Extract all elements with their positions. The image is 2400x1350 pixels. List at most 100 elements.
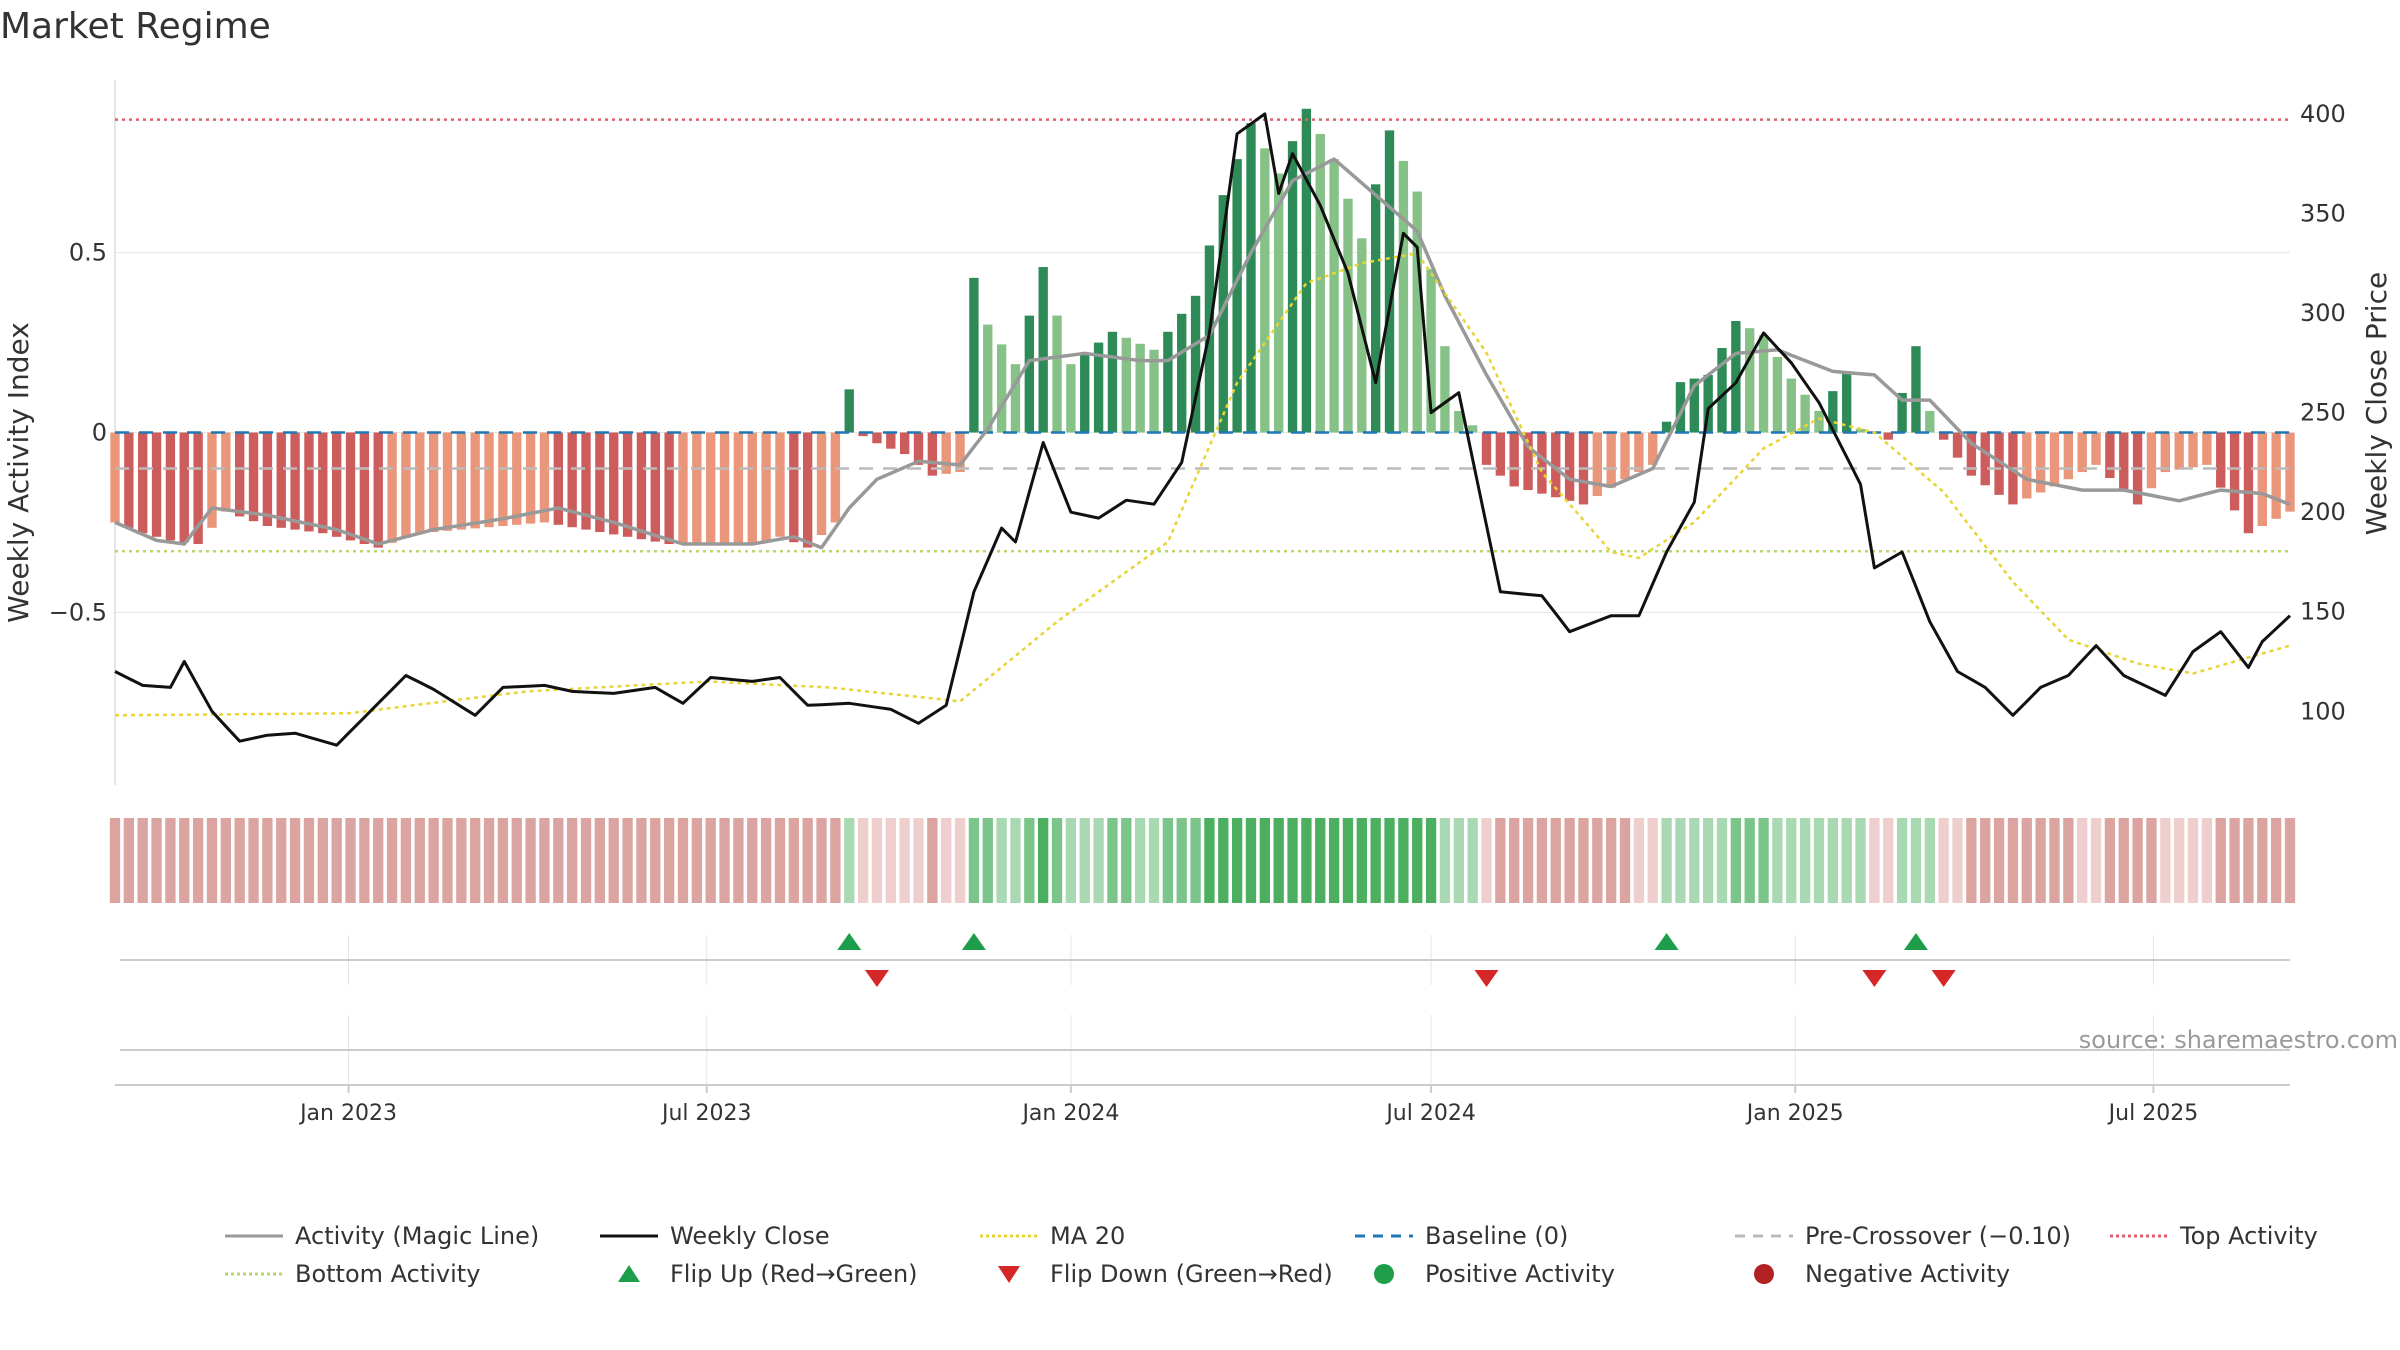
regime-ribbon-cell: [123, 818, 135, 903]
regime-ribbon-cell: [2049, 818, 2060, 903]
activity-bar: [1010, 364, 1021, 433]
activity-bar: [2035, 432, 2046, 493]
regime-ribbon-cell: [1218, 818, 1229, 903]
activity-bar: [1080, 353, 1090, 433]
regime-ribbon-cell: [179, 818, 190, 903]
activity-bar: [1066, 364, 1076, 433]
activity-bar: [2229, 432, 2240, 511]
regime-ribbon-cell: [414, 818, 425, 903]
legend-item-flip-up-red-green-swatch: [618, 1265, 640, 1282]
regime-ribbon-cell: [747, 818, 758, 903]
regime-ribbon-cell: [871, 818, 883, 903]
activity-bar: [1564, 432, 1575, 501]
activity-bar: [1370, 184, 1381, 433]
y-right-tick-label-1: 350: [2300, 199, 2346, 227]
regime-ribbon-cell: [2174, 818, 2185, 903]
ma20-line: [114, 252, 2291, 717]
activity-bar: [1038, 267, 1048, 433]
regime-ribbon-cell: [1509, 818, 1520, 903]
activity-bar: [1412, 191, 1422, 433]
regime-ribbon-cell: [1425, 818, 1437, 903]
activity-bar: [2160, 432, 2170, 473]
legend-item-pre-crossover-0-10-label: Pre-Crossover (−0.10): [1805, 1222, 2071, 1250]
regime-ribbon-cell: [1606, 818, 1617, 903]
regime-ribbon-cell: [830, 818, 841, 903]
activity-bar: [1149, 349, 1159, 433]
regime-ribbon-cell: [428, 818, 439, 903]
activity-bar: [1260, 148, 1270, 433]
activity-bar: [1689, 378, 1699, 433]
activity-bar: [124, 432, 134, 528]
activity-bar: [1675, 382, 1686, 433]
x-tick-label-0: Jan 2023: [298, 1101, 397, 1126]
activity-bar: [1177, 313, 1187, 433]
regime-ribbon-cell: [303, 818, 315, 903]
regime-ribbon-cell: [2077, 818, 2088, 903]
regime-ribbon-cell: [1910, 818, 1922, 903]
y-right-tick-label-2: 300: [2300, 299, 2346, 327]
activity-bar: [1426, 268, 1436, 433]
regime-ribbon-cell: [1633, 818, 1645, 903]
activity-bar: [1897, 392, 1907, 433]
regime-ribbon-cell: [1592, 818, 1603, 903]
flip-up-marker: [1903, 933, 1928, 950]
activity-bar: [1814, 410, 1824, 433]
activity-bar: [1454, 410, 1464, 433]
regime-ribbon-cell: [1536, 818, 1548, 903]
regime-ribbon-cell: [262, 818, 273, 903]
regime-ribbon-cell: [1661, 818, 1672, 903]
activity-bar: [331, 432, 342, 537]
activity-bar: [193, 432, 203, 545]
x-tick-label-2: Jan 2024: [1020, 1101, 1119, 1126]
regime-ribbon-cell: [2215, 818, 2226, 903]
legend-item-flip-down-green-red-label: Flip Down (Green→Red): [1050, 1260, 1333, 1288]
regime-ribbon-cell: [802, 818, 813, 903]
regime-ribbon-cell: [1024, 818, 1035, 903]
regime-ribbon-cell: [1772, 818, 1783, 903]
activity-bar: [1551, 432, 1561, 498]
regime-ribbon-cell: [1799, 818, 1811, 903]
activity-bar: [539, 432, 550, 523]
activity-bar: [428, 432, 439, 533]
activity-bar: [2188, 432, 2198, 468]
regime-ribbon-cell: [1245, 818, 1257, 903]
regime-ribbon-cell: [844, 818, 855, 903]
activity-bar: [290, 432, 300, 530]
activity-bar: [775, 432, 785, 537]
legend-item-flip-up-red-green-label: Flip Up (Red→Green): [670, 1260, 918, 1288]
activity-bar: [636, 432, 647, 540]
flip-down-marker: [864, 970, 889, 987]
regime-ribbon-cell: [1038, 818, 1049, 903]
y-right-tick-label-5: 150: [2300, 598, 2346, 626]
activity-bar: [1648, 432, 1658, 465]
regime-ribbon-cell: [941, 818, 952, 903]
activity-bar: [359, 432, 370, 545]
activity-bar: [1952, 432, 1963, 458]
activity-bar: [248, 432, 259, 522]
activity-bar: [733, 432, 744, 545]
regime-ribbon-cell: [2284, 818, 2296, 903]
regime-ribbon-cell: [470, 818, 481, 903]
activity-bar: [1357, 238, 1367, 433]
activity-bar: [345, 432, 356, 541]
regime-ribbon-cell: [982, 818, 993, 903]
regime-ribbon-cell: [857, 818, 869, 903]
regime-ribbon-cell: [816, 818, 827, 903]
activity-bar: [1661, 421, 1672, 433]
regime-ribbon-cell: [2257, 818, 2268, 903]
activity-bar: [650, 432, 660, 542]
y-left-tick-label-2: −0.5: [49, 598, 107, 626]
source-note: source: sharemaestro.com: [2079, 1026, 2398, 1054]
legend-item-ma-20-label: MA 20: [1050, 1222, 1125, 1250]
chart-title: Market Regime: [0, 6, 271, 47]
regime-ribbon-cell: [220, 818, 231, 903]
activity-bar: [1315, 133, 1325, 433]
activity-bar: [1938, 432, 1949, 440]
regime-ribbon-cell: [1259, 818, 1270, 903]
activity-bar: [1842, 371, 1852, 433]
regime-ribbon-cell: [317, 818, 328, 903]
activity-bar: [1246, 123, 1256, 433]
regime-ribbon-cell: [733, 818, 744, 903]
activity-bar: [1883, 432, 1893, 440]
regime-ribbon-cell: [1952, 818, 1963, 903]
